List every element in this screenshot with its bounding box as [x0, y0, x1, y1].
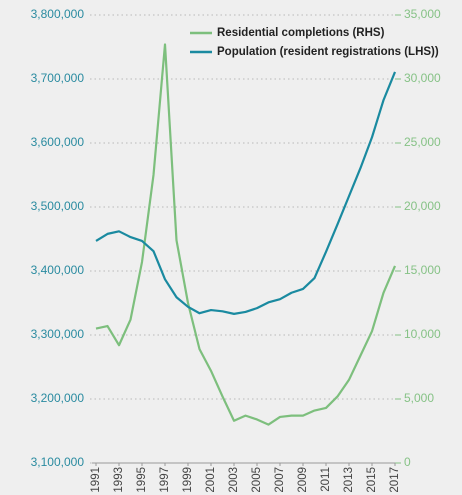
x-tick-label: 2017 — [389, 467, 401, 493]
x-tick-label: 2009 — [297, 467, 309, 493]
x-tick-label: 2013 — [343, 467, 355, 493]
x-tick-label: 1995 — [136, 467, 148, 493]
x-tick-label: 1999 — [182, 467, 194, 493]
y-tick-label: 3,600,000 — [31, 135, 85, 149]
x-tick-label: 2005 — [251, 467, 263, 493]
legend-label: Population (resident registrations (LHS)… — [217, 46, 439, 58]
y2-tick-label: 5,000 — [404, 391, 434, 405]
y2-tick-label: 20,000 — [404, 199, 441, 213]
y-tick-label: 3,400,000 — [31, 263, 85, 277]
x-tick-label: 2007 — [274, 467, 286, 493]
x-tick-label: 2011 — [320, 467, 332, 492]
y-tick-label: 3,800,000 — [31, 7, 85, 21]
y-tick-label: 3,200,000 — [31, 391, 85, 405]
y2-tick-label: 0 — [404, 455, 411, 469]
y2-tick-label: 35,000 — [404, 7, 441, 21]
y2-tick-label: 25,000 — [404, 135, 441, 149]
x-tick-label: 2003 — [228, 467, 240, 493]
x-tick-label: 1997 — [159, 467, 171, 493]
x-tick-label: 2015 — [366, 467, 378, 493]
series-line — [95, 43, 397, 426]
x-tick-label: 1991 — [90, 467, 102, 493]
y-tick-label: 3,500,000 — [31, 199, 85, 213]
y2-tick-label: 15,000 — [404, 263, 441, 277]
y2-tick-label: 30,000 — [404, 71, 441, 85]
legend-label: Residential completions (RHS) — [217, 27, 385, 39]
series-line — [95, 71, 397, 315]
x-tick-label: 1993 — [113, 467, 125, 493]
y-tick-label: 3,700,000 — [31, 71, 85, 85]
y-tick-label: 3,300,000 — [31, 327, 85, 341]
y2-tick-label: 10,000 — [404, 327, 441, 341]
y-tick-label: 3,100,000 — [31, 455, 85, 469]
x-tick-label: 2001 — [205, 467, 217, 493]
